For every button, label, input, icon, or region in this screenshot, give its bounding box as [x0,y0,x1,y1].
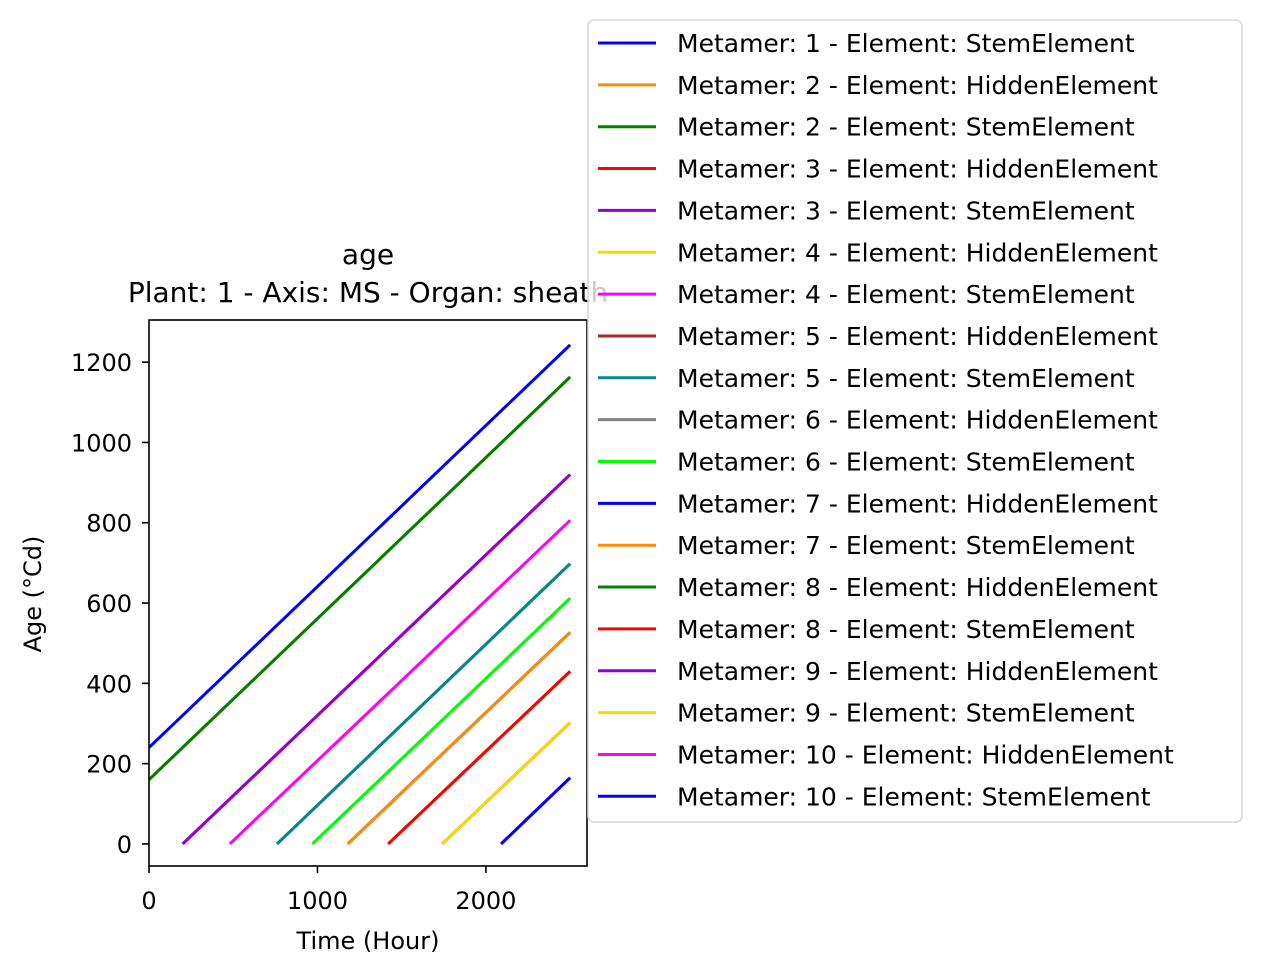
legend-box [587,19,1243,823]
series-line-5 [181,473,572,846]
plot-frame [148,319,588,867]
legend-entry: Metamer: 9 - Element: StemElement [677,699,1135,728]
x-tick-label: 0 [141,887,156,915]
legend-entry: Metamer: 6 - Element: HiddenElement [677,406,1158,435]
series-line-7 [228,519,572,846]
legend-entry: Metamer: 1 - Element: StemElement [677,29,1135,58]
series-line-11 [311,597,572,846]
legend-entry: Metamer: 2 - Element: HiddenElement [677,71,1158,100]
legend-entry: Metamer: 10 - Element: HiddenElement [677,740,1174,769]
y-tick-label: 1000 [71,429,132,457]
y-tick-label: 200 [86,751,132,779]
legend: Metamer: 1 - Element: StemElement Metamer… [587,19,1243,823]
chart-subtitle: Plant: 1 - Axis: MS - Organ: sheath [128,276,608,309]
legend-entry: Metamer: 8 - Element: StemElement [677,615,1135,644]
series-lines [147,343,572,846]
legend-entry: Metamer: 9 - Element: HiddenElement [677,657,1158,686]
legend-entry: Metamer: 2 - Element: StemElement [677,113,1135,142]
y-axis: 0 200 400 600 800 1000 1200 [71,349,149,859]
series-line-1 [147,343,572,749]
series-line-13 [346,631,572,846]
x-axis: 0 1000 2000 [141,866,516,915]
legend-entry: Metamer: 4 - Element: HiddenElement [677,238,1158,267]
y-tick-label: 400 [86,670,132,698]
y-tick-label: 1200 [71,349,132,377]
x-tick-label: 2000 [455,887,516,915]
series-line-9 [275,562,572,846]
y-tick-label: 800 [86,510,132,538]
series-line-19 [500,776,572,846]
series-line-17 [441,721,572,846]
y-tick-label: 0 [117,831,132,859]
x-axis-label: Time (Hour) [296,927,440,955]
y-axis-label: Age (°Cd) [19,536,47,653]
legend-entry: Metamer: 5 - Element: StemElement [677,364,1135,393]
legend-entry: Metamer: 4 - Element: StemElement [677,280,1135,309]
legend-items: Metamer: 1 - Element: StemElement Metamer… [598,29,1174,811]
series-line-15 [387,670,572,846]
legend-entry: Metamer: 10 - Element: StemElement [677,782,1151,811]
legend-entry: Metamer: 3 - Element: HiddenElement [677,155,1158,184]
series-line-3 [147,375,572,781]
x-tick-label: 1000 [287,887,348,915]
legend-entry: Metamer: 8 - Element: HiddenElement [677,573,1158,602]
legend-entry: Metamer: 5 - Element: HiddenElement [677,322,1158,351]
legend-entry: Metamer: 3 - Element: StemElement [677,196,1135,225]
chart-title: age [342,238,394,271]
legend-entry: Metamer: 7 - Element: StemElement [677,531,1135,560]
legend-entry: Metamer: 7 - Element: HiddenElement [677,489,1158,518]
y-tick-label: 600 [86,590,132,618]
legend-entry: Metamer: 6 - Element: StemElement [677,448,1135,477]
